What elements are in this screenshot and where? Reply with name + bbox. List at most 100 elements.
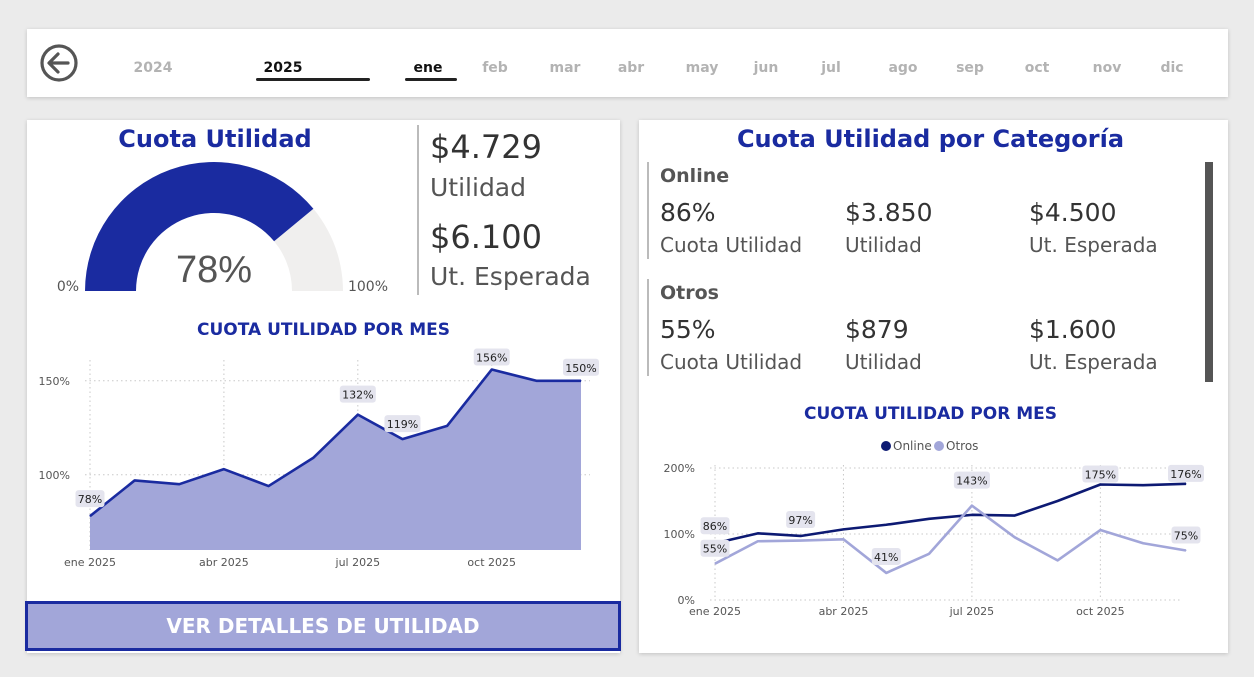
data-point xyxy=(1099,484,1101,485)
data-point xyxy=(1014,515,1016,517)
data-label-background xyxy=(384,415,421,433)
data-label: 97% xyxy=(788,514,812,527)
data-label: 143% xyxy=(956,475,987,488)
category-esperada-label: Ut. Esperada xyxy=(1029,233,1158,257)
gauge-min-label: 0% xyxy=(57,279,79,295)
legend-marker xyxy=(934,441,944,451)
x-tick-label: oct 2025 xyxy=(467,556,516,569)
series-line-otros xyxy=(714,504,1187,575)
category-title: Cuota Utilidad por Categoría xyxy=(736,125,1125,153)
legend-item-otros[interactable]: Otros xyxy=(934,439,978,453)
view-details-button[interactable]: VER DETALLES DE UTILIDAD xyxy=(25,601,621,651)
data-label-background xyxy=(700,517,730,535)
data-point xyxy=(491,369,493,371)
data-point xyxy=(1142,542,1144,544)
gauge-max-label: 100% xyxy=(348,279,388,295)
data-label: 86% xyxy=(703,520,727,533)
month-slicer-item[interactable]: mar xyxy=(549,60,581,76)
month-slicer-item[interactable]: feb xyxy=(482,60,508,76)
category-utilidad-label: Utilidad xyxy=(845,233,922,257)
category-scrollbar[interactable] xyxy=(1205,162,1213,382)
category-card: Cuota Utilidad por Categoría Online 86% … xyxy=(639,120,1228,653)
year-slicer-item[interactable]: 2024 xyxy=(133,60,173,76)
x-tick-label: jul 2025 xyxy=(335,556,381,569)
year-slicer-item-selected[interactable]: 2025 xyxy=(263,60,303,76)
month-slicer-item[interactable]: nov xyxy=(1092,60,1122,76)
data-point xyxy=(401,438,403,440)
x-tick-label: abr 2025 xyxy=(199,556,249,569)
monthly-chart-title: CUOTA UTILIDAD POR MES xyxy=(197,320,450,340)
x-tick-label: abr 2025 xyxy=(819,605,869,618)
data-label-background xyxy=(75,490,105,508)
category-esperada: $1.600 xyxy=(1029,315,1117,344)
y-tick-label: 100% xyxy=(39,469,70,482)
data-point xyxy=(1185,550,1187,551)
data-label: 132% xyxy=(342,389,373,402)
category-esperada-label: Ut. Esperada xyxy=(1029,350,1158,374)
legend-item-online[interactable]: Online xyxy=(881,439,932,453)
category-cuota: 86% xyxy=(660,198,716,227)
data-label-background xyxy=(1171,526,1201,544)
month-slicer-item[interactable]: sep xyxy=(956,60,984,76)
category-row-otros: Otros 55% Cuota Utilidad $879 Utilidad $… xyxy=(647,279,1192,376)
data-point xyxy=(1014,536,1016,538)
month-slicer-item[interactable]: ago xyxy=(888,60,918,76)
data-label: 75% xyxy=(1174,530,1198,543)
data-point xyxy=(446,425,448,427)
month-slicer-item[interactable]: dic xyxy=(1160,60,1184,76)
category-utilidad: $3.850 xyxy=(845,198,933,227)
month-slicer-item-selected[interactable]: ene xyxy=(413,60,443,76)
x-tick-label: jul 2025 xyxy=(949,605,995,618)
data-point xyxy=(89,515,91,517)
data-point xyxy=(757,540,759,542)
gauge-chart: 78% 0% 100% xyxy=(57,162,388,295)
gauge-value-label: 78% xyxy=(176,249,252,291)
y-tick-label: 0% xyxy=(678,594,695,607)
esperada-label: Ut. Esperada xyxy=(430,262,591,291)
arrow-left-circle-icon[interactable] xyxy=(39,43,79,83)
category-name: Otros xyxy=(660,282,719,304)
cuota-utilidad-card: Cuota Utilidad 78% 0% 100% $4.729 Utilid… xyxy=(25,120,621,653)
data-point xyxy=(580,380,582,382)
data-point xyxy=(800,535,802,537)
data-point xyxy=(757,532,759,534)
x-tick-label: oct 2025 xyxy=(1076,605,1125,618)
data-point xyxy=(357,414,359,416)
data-label: 78% xyxy=(78,493,102,506)
data-point xyxy=(1142,484,1144,486)
date-slicer-bar: 2024 2025 ene feb mar abr may jun jul ag… xyxy=(27,29,1228,97)
gauge-fill xyxy=(85,162,314,291)
category-cuota-label: Cuota Utilidad xyxy=(660,233,803,257)
legend-label: Otros xyxy=(946,439,979,453)
data-label: 150% xyxy=(565,362,596,375)
data-label: 55% xyxy=(703,543,727,556)
y-tick-label: 150% xyxy=(39,375,70,388)
legend-label: Online xyxy=(893,439,932,453)
data-label: 119% xyxy=(387,418,418,431)
utilidad-value: $4.729 xyxy=(430,128,542,166)
x-tick-label: ene 2025 xyxy=(64,556,116,569)
data-point xyxy=(971,505,973,507)
utilidad-label: Utilidad xyxy=(430,173,526,202)
month-slicer-item[interactable]: jun xyxy=(753,60,779,76)
data-point xyxy=(268,485,270,487)
data-point xyxy=(312,457,314,459)
category-cuota-label: Cuota Utilidad xyxy=(660,350,803,374)
data-point xyxy=(885,572,887,574)
month-slicer-item[interactable]: jul xyxy=(821,60,841,76)
data-label: 41% xyxy=(874,551,898,564)
month-slicer-item[interactable]: oct xyxy=(1024,60,1050,76)
data-label: 176% xyxy=(1170,468,1201,481)
area-fill xyxy=(90,369,581,550)
category-monthly-chart-title: CUOTA UTILIDAD POR MES xyxy=(804,404,1057,424)
data-point xyxy=(223,468,225,470)
data-point xyxy=(1185,483,1187,485)
category-cuota: 55% xyxy=(660,315,716,344)
y-tick-label: 200% xyxy=(664,462,695,475)
month-slicer-item[interactable]: abr xyxy=(617,60,645,76)
gauge-title: Cuota Utilidad xyxy=(118,125,312,153)
data-point xyxy=(928,553,930,555)
kpi-divider xyxy=(417,125,419,295)
category-row-online: Online 86% Cuota Utilidad $3.850 Utilida… xyxy=(647,162,1192,259)
month-slicer-item[interactable]: may xyxy=(685,60,719,76)
